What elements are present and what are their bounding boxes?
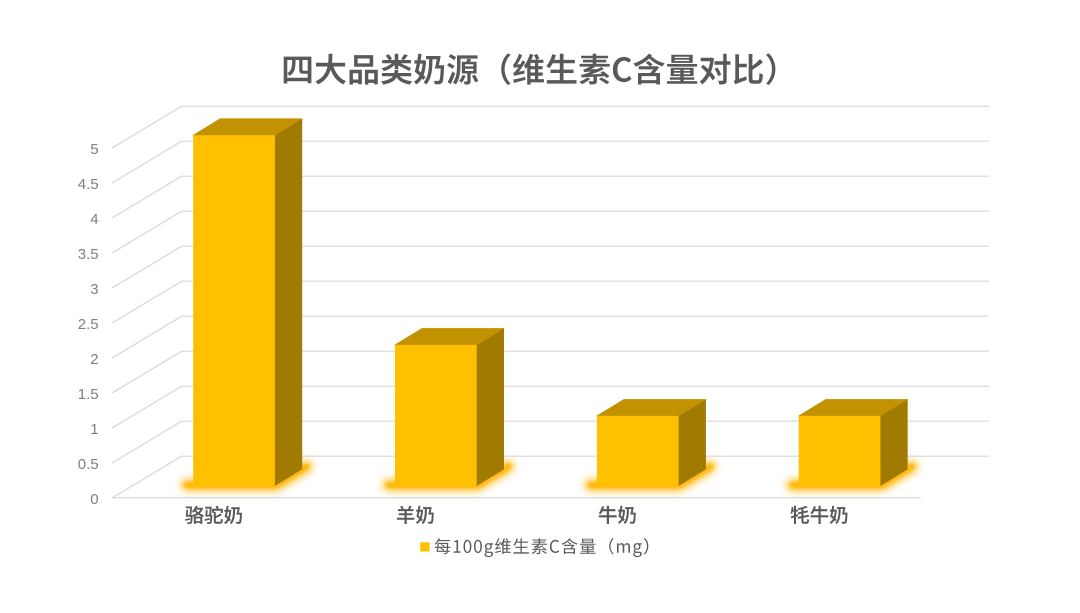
svg-text:2.5: 2.5 xyxy=(78,316,99,333)
svg-text:4: 4 xyxy=(90,211,98,228)
svg-text:3.5: 3.5 xyxy=(78,246,99,263)
svg-text:3: 3 xyxy=(90,281,98,298)
svg-text:2: 2 xyxy=(90,351,98,368)
svg-text:5: 5 xyxy=(90,141,98,158)
svg-text:0.5: 0.5 xyxy=(78,456,99,473)
svg-text:1.5: 1.5 xyxy=(78,386,99,403)
svg-text:4.5: 4.5 xyxy=(78,176,99,193)
svg-text:0: 0 xyxy=(90,491,98,508)
svg-text:1: 1 xyxy=(90,421,98,438)
